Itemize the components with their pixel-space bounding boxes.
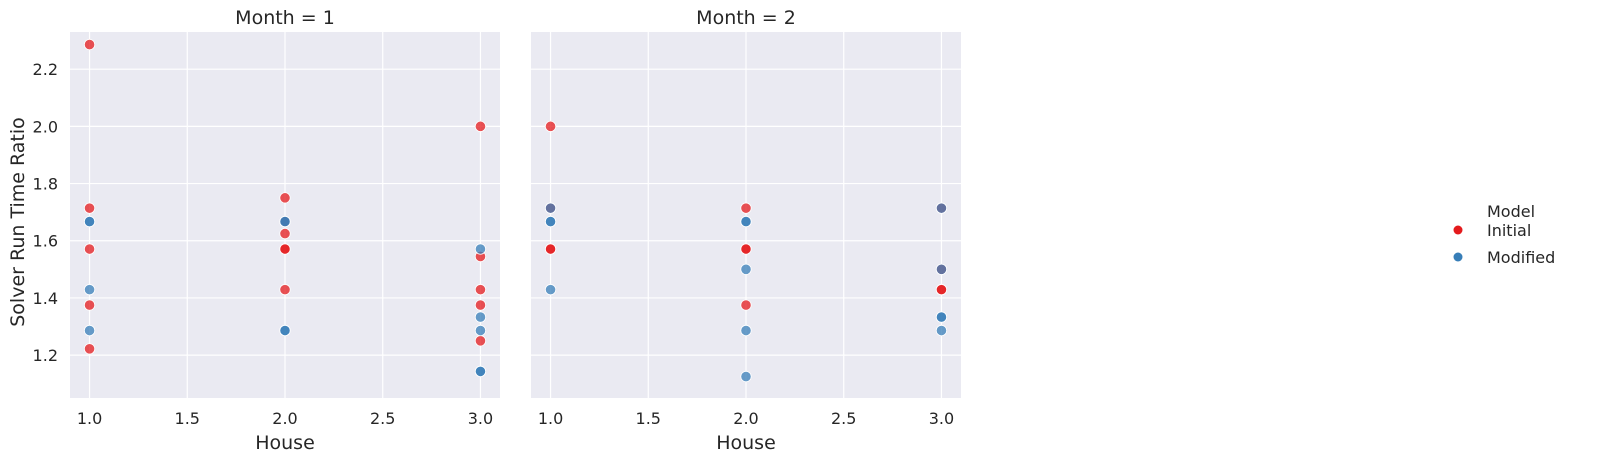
data-point bbox=[740, 243, 752, 255]
data-point bbox=[474, 243, 487, 255]
x-tick-label: 3.0 bbox=[929, 409, 954, 428]
data-point bbox=[83, 38, 96, 51]
panel-title: Month = 1 bbox=[235, 7, 335, 29]
data-point bbox=[279, 227, 291, 240]
data-point bbox=[740, 263, 752, 275]
data-point bbox=[474, 120, 487, 132]
data-point bbox=[740, 370, 752, 383]
data-point bbox=[474, 324, 487, 337]
facet-panel-1: 1.0 1.5 2.0 2.5 3.0 1.2 1.4 1.6 1.8 2.0 2.2 Month =… bbox=[33, 7, 500, 454]
data-point bbox=[83, 243, 96, 255]
legend-marker-modified bbox=[1453, 252, 1463, 262]
series-modified bbox=[544, 202, 948, 383]
data-point bbox=[279, 324, 291, 337]
data-point bbox=[935, 263, 948, 275]
x-tick-label: 1.5 bbox=[175, 409, 200, 428]
data-point bbox=[279, 243, 291, 255]
data-point bbox=[83, 343, 96, 355]
legend-title: Model bbox=[1487, 202, 1535, 221]
y-tick-label: 1.8 bbox=[33, 175, 58, 194]
series-modified bbox=[83, 215, 487, 378]
data-point bbox=[279, 192, 291, 204]
data-point bbox=[740, 324, 752, 337]
data-point bbox=[544, 243, 557, 255]
data-point bbox=[83, 215, 96, 228]
x-tick-label: 2.5 bbox=[370, 409, 395, 428]
data-point bbox=[935, 311, 948, 323]
data-point bbox=[935, 202, 948, 214]
x-axis-label: House bbox=[716, 432, 776, 454]
y-tick-label: 2.2 bbox=[33, 60, 58, 79]
data-point bbox=[544, 120, 557, 132]
data-point bbox=[474, 299, 487, 311]
legend: Model Initial Modified bbox=[1453, 202, 1555, 267]
legend-label-initial: Initial bbox=[1487, 221, 1531, 240]
data-point bbox=[935, 324, 948, 337]
legend-marker-initial bbox=[1453, 225, 1463, 235]
y-tick-label: 1.6 bbox=[33, 232, 58, 251]
y-tick-label: 1.2 bbox=[33, 346, 58, 365]
data-point bbox=[544, 215, 557, 228]
x-tick-label: 3.0 bbox=[468, 409, 493, 428]
x-tick-label: 2.0 bbox=[272, 409, 297, 428]
x-axis-label: House bbox=[255, 432, 315, 454]
data-point bbox=[544, 202, 557, 214]
data-point bbox=[474, 284, 487, 296]
y-axis-label: Solver Run Time Ratio bbox=[7, 117, 29, 327]
y-tick-label: 2.0 bbox=[33, 117, 58, 136]
x-tick-label: 1.0 bbox=[77, 409, 102, 428]
data-point bbox=[740, 299, 752, 311]
panels-layer: 1.0 1.5 2.0 2.5 3.0 1.2 1.4 1.6 1.8 2.0 2.2 Month =… bbox=[33, 7, 961, 454]
legend-label-modified: Modified bbox=[1487, 248, 1555, 267]
facet-panel-2: 1.0 1.5 2.0 2.5 3.0 Month = 2 House bbox=[531, 7, 961, 454]
data-point bbox=[279, 284, 291, 296]
data-point bbox=[474, 311, 487, 323]
data-point bbox=[474, 335, 487, 347]
data-point bbox=[935, 284, 948, 296]
panel-title: Month = 2 bbox=[696, 7, 796, 29]
data-point bbox=[474, 365, 487, 378]
data-point bbox=[83, 284, 96, 296]
legend-entries: Initial Modified bbox=[1453, 221, 1555, 267]
data-point bbox=[544, 284, 557, 296]
x-tick-label: 1.0 bbox=[538, 409, 563, 428]
data-point bbox=[279, 215, 291, 228]
x-tick-label: 2.0 bbox=[733, 409, 758, 428]
data-point bbox=[83, 324, 96, 337]
data-point bbox=[83, 202, 96, 214]
x-tick-label: 1.5 bbox=[636, 409, 661, 428]
x-tick-label: 2.5 bbox=[831, 409, 856, 428]
data-point bbox=[740, 215, 752, 228]
data-point bbox=[740, 202, 752, 214]
data-point bbox=[83, 299, 96, 311]
y-tick-label: 1.4 bbox=[33, 289, 58, 308]
